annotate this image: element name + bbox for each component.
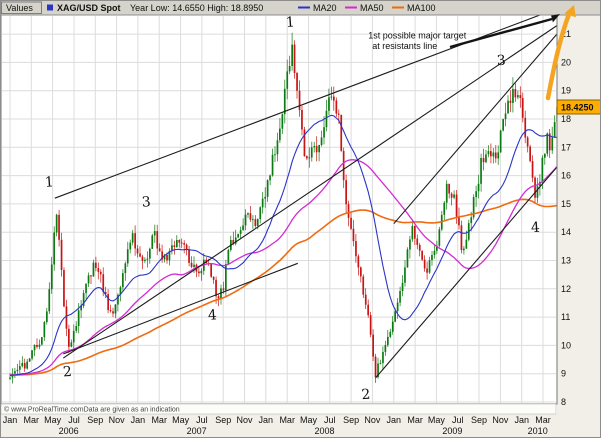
price-tick-label: 8 — [561, 397, 566, 407]
wave-count-label[interactable]: 3 — [141, 194, 151, 211]
price-tick-label: 17 — [561, 142, 571, 152]
month-label: Sep — [215, 415, 231, 425]
year-label: 2007 — [187, 426, 207, 436]
wave-count-label[interactable]: 1 — [44, 174, 54, 191]
month-label: Mar — [407, 415, 423, 425]
month-label: Mar — [279, 415, 295, 425]
price-tick-label: 18 — [561, 114, 571, 124]
ma20-line — [10, 114, 557, 376]
annotation-arrow-head — [551, 14, 560, 23]
ma100-label[interactable]: MA100 — [407, 3, 436, 13]
month-label: Nov — [236, 415, 253, 425]
month-label: Sep — [471, 415, 487, 425]
year-range-label: Year Low: 14.6550 High: 18.8950 — [130, 3, 263, 13]
month-label: Jul — [324, 415, 336, 425]
breakout-target-arrow[interactable] — [545, 5, 576, 101]
ma20-label[interactable]: MA20 — [313, 3, 337, 13]
price-axis[interactable] — [557, 15, 601, 438]
month-label: Nov — [109, 415, 126, 425]
month-label: Sep — [343, 415, 359, 425]
month-label: Nov — [364, 415, 381, 425]
copyright-text: © www.ProRealTime.comData are given as a… — [4, 406, 180, 414]
price-tick-label: 12 — [561, 284, 571, 294]
weekly-candles — [9, 32, 557, 384]
legend-bar: Values XAG/USD Spot Year Low: 14.6550 Hi… — [0, 0, 601, 16]
wave-count-label[interactable]: 4 — [530, 220, 540, 237]
trendline[interactable] — [393, 33, 557, 225]
symbol-color-chip — [47, 4, 53, 11]
time-axis[interactable] — [0, 414, 601, 438]
month-label: May — [172, 415, 190, 425]
price-tick-label: 10 — [561, 340, 571, 350]
ma100-line — [10, 198, 557, 376]
month-label: Jan — [3, 415, 18, 425]
price-data-layer — [9, 32, 557, 384]
month-label: Mar — [24, 415, 40, 425]
month-label: Jan — [514, 415, 529, 425]
ma50-line — [10, 159, 557, 376]
price-tick-label: 14 — [561, 227, 571, 237]
year-label: 2008 — [314, 426, 334, 436]
values-button-label[interactable]: Values — [6, 3, 33, 13]
wave-count-label[interactable]: 1 — [285, 14, 295, 31]
wave-count-label[interactable]: 2 — [62, 364, 72, 381]
values-panel-button[interactable]: Values — [1, 1, 42, 14]
price-tick-label: 20 — [561, 57, 571, 67]
annotation-arrow[interactable] — [449, 14, 560, 49]
month-label: Mar — [535, 415, 551, 425]
month-label: May — [300, 415, 318, 425]
breakout-arrow-shaft — [545, 11, 572, 101]
month-label: Jul — [196, 415, 208, 425]
wave-count-label[interactable]: 3 — [496, 53, 506, 70]
month-label: Sep — [87, 415, 103, 425]
svg-text:18.4250: 18.4250 — [561, 103, 594, 113]
month-label: Jan — [387, 415, 402, 425]
breakout-arrow-head — [564, 5, 576, 18]
price-tick-label: 13 — [561, 256, 571, 266]
month-label: May — [44, 415, 62, 425]
symbol-label[interactable]: XAG/USD Spot — [57, 3, 121, 13]
year-label: 2010 — [528, 426, 548, 436]
month-label: Nov — [492, 415, 509, 425]
price-tick-label: 11 — [561, 312, 570, 322]
month-label: Jan — [259, 415, 274, 425]
grid-lines — [2, 16, 556, 403]
ma50-label[interactable]: MA50 — [360, 3, 384, 13]
month-label: May — [428, 415, 446, 425]
trendline[interactable] — [62, 25, 557, 359]
price-tick-label: 15 — [561, 199, 571, 209]
price-tick-label: 9 — [561, 369, 566, 379]
annotation-text[interactable]: at resistants line — [372, 41, 437, 51]
month-label: Jan — [131, 415, 146, 425]
trendline[interactable] — [63, 262, 298, 355]
year-label: 2009 — [442, 426, 462, 436]
year-label: 2006 — [59, 426, 79, 436]
trendline[interactable] — [375, 166, 557, 379]
price-tick-label: 16 — [561, 171, 571, 181]
month-label: Jul — [68, 415, 80, 425]
values-button-frame[interactable] — [1, 1, 42, 14]
wave-count-label[interactable]: 4 — [207, 307, 217, 324]
price-tick-label: 19 — [561, 86, 571, 96]
price-tick-label: 21 — [561, 29, 571, 39]
month-label: Jul — [452, 415, 464, 425]
annotation-text[interactable]: 1st possible major target — [368, 30, 467, 40]
last-price-tag: 18.4250 — [556, 99, 601, 115]
month-label: Mar — [151, 415, 167, 425]
drawings-layer[interactable] — [54, 9, 557, 379]
annotation-arrow-shaft — [449, 17, 553, 49]
wave-count-label[interactable]: 2 — [361, 387, 371, 404]
plot-area[interactable] — [1, 15, 557, 405]
